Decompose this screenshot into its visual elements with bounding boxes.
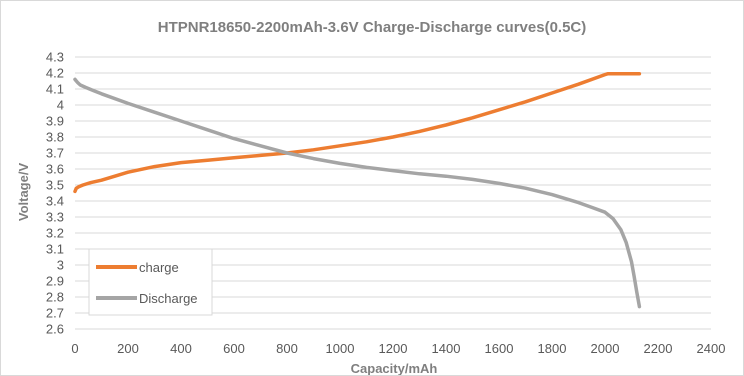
x-tick-label: 0 (71, 341, 78, 356)
y-tick-label: 3.8 (46, 130, 64, 145)
y-tick-label: 2.8 (46, 290, 64, 305)
y-axis-ticks: 2.62.72.82.933.13.23.33.43.53.63.73.83.9… (46, 50, 64, 337)
x-axis-ticks: 0 200 400 600 800 1000 1200 1400 1600 1800 2000 220… (71, 341, 725, 356)
x-tick-label: 1800 (538, 341, 567, 356)
y-tick-label: 4.3 (46, 50, 64, 65)
y-tick-label: 3 (57, 258, 64, 273)
y-tick-label: 3.7 (46, 146, 64, 161)
legend-label-discharge: Discharge (139, 291, 198, 306)
x-tick-label: 400 (170, 341, 192, 356)
x-tick-label: 1400 (432, 341, 461, 356)
chart-title: HTPNR18650-2200mAh-3.6V Charge-Discharge… (158, 19, 587, 36)
series-line-discharge (73, 77, 642, 309)
y-tick-label: 2.6 (46, 322, 64, 337)
y-tick-label: 4.1 (46, 82, 64, 97)
y-tick-label: 3.5 (46, 178, 64, 193)
y-tick-label: 3.2 (46, 226, 64, 241)
x-tick-label: 200 (117, 341, 139, 356)
x-tick-label: 2200 (644, 341, 673, 356)
y-tick-label: 4.2 (46, 66, 64, 81)
legend-label-charge: charge (139, 260, 179, 275)
series-lines (73, 72, 642, 309)
x-tick-label: 800 (276, 341, 298, 356)
legend: charge Discharge (88, 248, 213, 316)
x-tick-label: 2400 (697, 341, 726, 356)
y-tick-label: 3.3 (46, 210, 64, 225)
y-tick-label: 3.6 (46, 162, 64, 177)
y-tick-label: 2.9 (46, 274, 64, 289)
legend-box (88, 248, 213, 316)
x-tick-label: 1000 (326, 341, 355, 356)
series-line-charge (73, 72, 642, 194)
y-tick-label: 3.9 (46, 114, 64, 129)
x-tick-label: 1600 (485, 341, 514, 356)
y-tick-label: 3.4 (46, 194, 64, 209)
x-tick-label: 2000 (591, 341, 620, 356)
y-tick-label: 3.1 (46, 242, 64, 257)
x-tick-label: 1200 (379, 341, 408, 356)
y-axis-title: Voltage/V (16, 163, 31, 222)
x-tick-label: 600 (223, 341, 245, 356)
y-tick-label: 2.7 (46, 306, 64, 321)
y-tick-label: 4 (57, 98, 64, 113)
x-axis-title: Capacity/mAh (351, 361, 438, 375)
